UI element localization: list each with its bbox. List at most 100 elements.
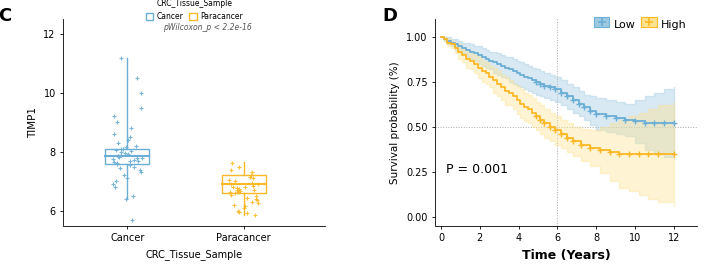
Point [113, 155, 125, 159]
Point [115, 147, 127, 152]
Point [108, 160, 120, 164]
Point [227, 161, 238, 165]
X-axis label: Time (Years): Time (Years) [522, 249, 610, 262]
Point [131, 76, 142, 80]
Point [658, 121, 670, 125]
Point [134, 167, 145, 172]
Point [614, 152, 625, 156]
Point [227, 185, 239, 189]
Legend: Low, High: Low, High [589, 15, 691, 34]
Point [111, 161, 122, 166]
Point [241, 211, 253, 215]
Point [575, 143, 586, 147]
Point [653, 152, 664, 156]
Point [232, 186, 243, 190]
Point [234, 189, 246, 193]
Point [120, 197, 131, 201]
Point [225, 182, 237, 186]
Point [579, 105, 590, 109]
Point [132, 156, 143, 160]
Point [244, 175, 256, 179]
Point [233, 210, 244, 214]
Point [135, 105, 146, 110]
Point [248, 176, 259, 181]
Point [561, 135, 572, 140]
Point [538, 83, 549, 88]
Point [108, 114, 120, 119]
Point [125, 163, 136, 167]
Point [555, 132, 567, 136]
Point [129, 164, 140, 169]
Point [530, 80, 541, 84]
Point [111, 148, 122, 153]
Point [231, 188, 242, 192]
Point [112, 153, 123, 158]
Point [118, 173, 130, 178]
Point [601, 114, 612, 118]
Point [130, 144, 142, 148]
X-axis label: CRC_Tissue_Sample: CRC_Tissue_Sample [146, 249, 243, 260]
Point [110, 185, 121, 189]
Point [591, 112, 602, 117]
Point [633, 152, 644, 156]
Point [125, 149, 137, 153]
Point [225, 167, 237, 172]
Point [125, 158, 136, 163]
Point [544, 85, 555, 90]
Point [108, 182, 119, 186]
Point [113, 141, 124, 145]
Point [248, 187, 259, 192]
Point [107, 157, 118, 161]
Point [115, 150, 127, 154]
Point [239, 185, 251, 189]
Point [247, 183, 258, 188]
Text: pWilcoxon_p < 2.2e-16: pWilcoxon_p < 2.2e-16 [163, 23, 251, 32]
Point [648, 121, 660, 125]
Point [111, 161, 122, 165]
Point [122, 152, 134, 156]
Point [239, 204, 251, 208]
Point [573, 101, 584, 106]
Point [639, 121, 650, 125]
Point [226, 192, 237, 197]
Point [624, 152, 635, 156]
Point [136, 156, 147, 161]
Point [229, 179, 240, 183]
Point [125, 135, 136, 139]
Y-axis label: TIMP1: TIMP1 [27, 107, 38, 138]
Point [127, 218, 138, 222]
Point [620, 117, 631, 122]
Point [112, 154, 123, 158]
Point [550, 87, 561, 91]
Point [604, 150, 615, 154]
Point [561, 94, 572, 98]
Point [251, 194, 262, 198]
Point [567, 98, 579, 102]
Point [234, 164, 245, 169]
Point [252, 201, 263, 206]
Point [534, 82, 546, 86]
Point [253, 182, 264, 186]
Point [241, 195, 252, 200]
Point [246, 181, 258, 185]
Point [128, 158, 139, 162]
Point [629, 119, 641, 124]
Point [245, 173, 256, 178]
Point [115, 153, 127, 157]
Point [234, 186, 245, 191]
Point [127, 194, 139, 198]
Point [232, 208, 244, 213]
Point [594, 148, 605, 152]
Point [555, 90, 567, 95]
Point [534, 117, 546, 122]
Point [246, 170, 258, 175]
Point [567, 139, 579, 143]
Point [668, 152, 679, 156]
Point [249, 212, 260, 217]
Text: P = 0.001: P = 0.001 [446, 163, 508, 176]
Point [643, 152, 654, 156]
Point [668, 121, 679, 125]
Point [122, 138, 134, 142]
Point [225, 190, 236, 195]
Point [125, 126, 137, 130]
